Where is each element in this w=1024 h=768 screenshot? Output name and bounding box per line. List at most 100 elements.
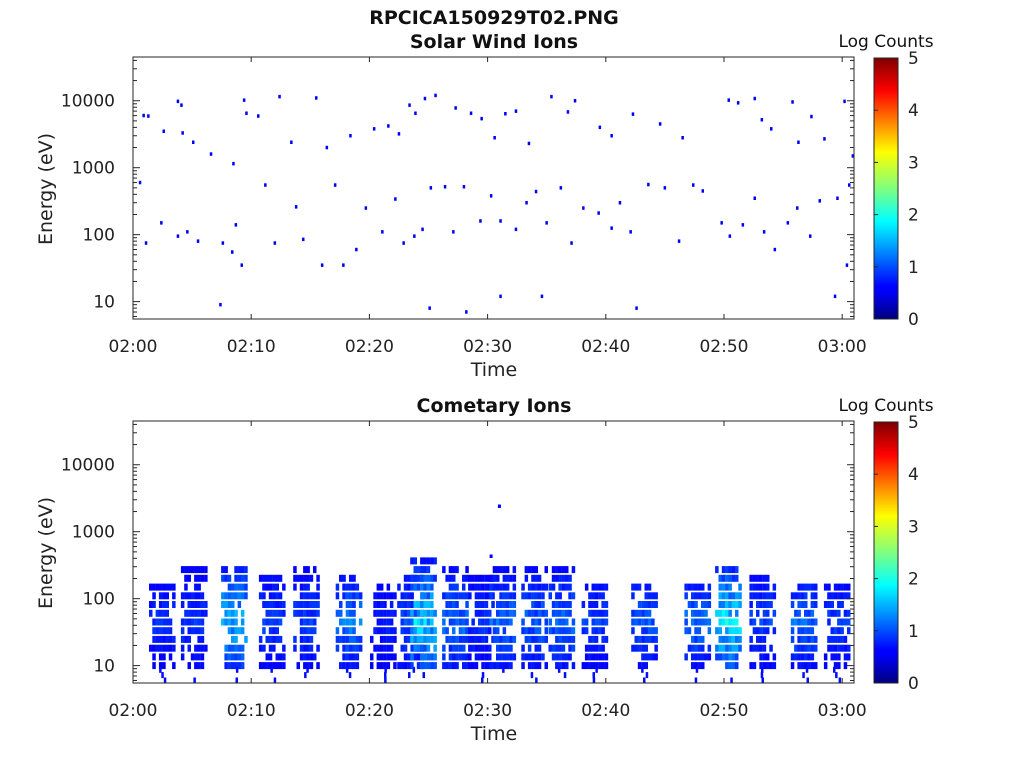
data-cell [303,635,307,643]
data-cell [505,662,510,670]
data-cell [594,653,599,661]
data-cell [561,583,566,591]
data-cell [715,653,719,661]
data-cell [537,592,542,600]
data-cell [258,574,263,582]
data-cell [756,574,760,582]
data-cell [442,644,446,652]
data-cell [471,574,475,582]
data-cell [514,109,518,113]
data-cell [268,627,273,635]
data-cell [231,618,235,626]
data-cell [496,635,500,643]
data-cell [492,583,497,591]
data-cell [558,601,562,608]
data-cell [509,574,513,582]
data-cell [358,635,363,643]
data-cell [749,609,753,617]
data-cell [245,111,248,115]
data-cell [352,653,356,661]
data-cell [790,601,795,608]
data-cell [544,609,548,617]
data-cell [715,627,719,635]
data-cell [275,574,279,582]
data-cell [641,627,645,635]
data-cell [725,566,729,574]
data-cell [422,672,425,679]
data-cell [565,618,569,626]
data-cell [313,566,317,574]
data-cell [237,566,242,574]
solar-wind-data-cells [138,93,855,314]
data-cell [335,627,340,635]
data-cell [442,653,446,661]
y-axis-label-cometary: Energy (eV) [35,497,57,609]
data-cell [452,662,456,670]
data-cell [691,653,695,661]
data-cell [598,618,602,626]
data-cell [190,601,195,608]
data-cell [701,583,705,591]
data-cell [512,574,517,582]
data-cell [499,635,503,643]
data-cell [393,592,397,600]
data-cell [637,583,642,591]
data-cell [541,635,545,643]
data-cell [499,583,503,591]
data-cell [800,583,805,591]
data-cell [478,653,482,661]
data-cell [769,601,773,608]
data-cell [194,592,198,600]
data-cell [658,122,662,126]
data-cell [531,583,535,591]
data-cell [637,644,642,652]
data-cell [258,662,263,670]
data-cell [413,583,417,591]
data-cell [534,618,538,626]
data-cell [193,677,196,684]
x-tick-label: 02:20 [345,337,394,357]
data-cell [830,653,834,661]
data-cell [258,592,263,600]
data-cell [497,504,501,508]
data-cell [410,609,414,617]
data-cell [410,644,414,652]
data-cell [838,677,842,684]
data-cell [386,662,391,670]
data-cell [505,635,510,643]
data-cell [594,644,599,652]
data-cell [773,247,777,252]
data-cell [268,618,273,626]
data-cell [426,618,431,626]
data-cell [221,601,225,608]
data-cell [231,250,234,254]
data-cell [827,583,831,591]
data-cell [735,627,739,635]
data-cell [426,609,431,617]
data-cell [691,601,695,608]
data-cell [152,592,156,600]
data-cell [601,653,605,661]
data-cell [345,627,350,635]
data-cell [293,644,297,652]
data-cell [306,635,310,643]
data-cell [194,574,198,582]
data-cell [691,583,695,591]
data-cell [355,583,360,591]
data-cell [282,653,286,661]
data-cell [345,662,350,670]
data-cell [227,644,232,652]
data-cell [231,644,235,652]
data-cell [770,127,773,131]
data-cell [240,583,245,591]
data-cell [155,609,160,617]
data-cell [262,592,266,600]
data-cell [492,627,497,635]
data-cell [738,644,742,652]
data-cell [537,627,542,635]
data-cell [231,592,235,600]
data-cell [304,672,307,679]
data-cell [558,653,562,661]
data-cell [352,644,356,652]
data-cell [481,677,484,684]
